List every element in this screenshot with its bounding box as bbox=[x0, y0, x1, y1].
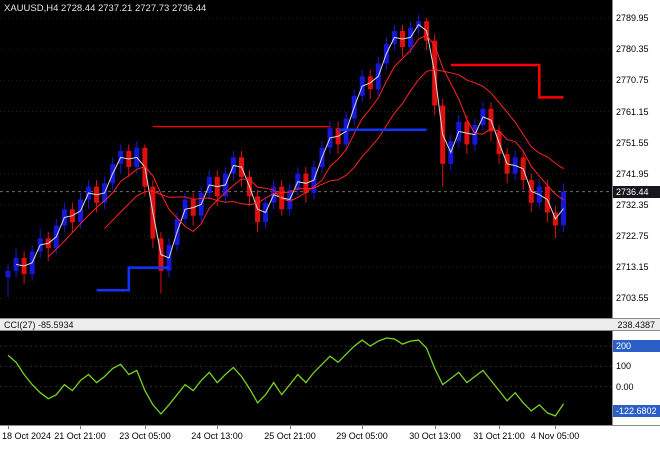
time-axis[interactable]: 18 Oct 2024 21 Oct 21:00 23 Oct 05:00 24 Oc… bbox=[0, 425, 660, 450]
time-axis-label: 31 Oct 21:00 bbox=[473, 431, 525, 441]
candle-body bbox=[5, 270, 11, 278]
price-axis-label: 2770.75 bbox=[616, 75, 649, 85]
ma-red-slow-line bbox=[104, 69, 564, 229]
price-axis-label: 2703.55 bbox=[616, 293, 649, 303]
time-axis-label: 18 Oct 2024 bbox=[2, 431, 52, 441]
time-axis-tick bbox=[435, 426, 436, 429]
cci-indicator-pane[interactable] bbox=[0, 331, 612, 425]
time-axis-label: 30 Oct 13:00 bbox=[409, 431, 461, 441]
time-axis-tick bbox=[80, 426, 81, 429]
cci-line bbox=[7, 337, 565, 417]
time-axis-label: 21 Oct 21:00 bbox=[54, 431, 106, 441]
cci-axis-label: 100 bbox=[616, 361, 632, 371]
blue-step-line bbox=[96, 266, 169, 292]
candles-series bbox=[5, 14, 566, 297]
red-step-line bbox=[450, 63, 564, 99]
chart-title: XAUUSD,H4 2728.44 2737.21 2727.73 2736.4… bbox=[4, 3, 207, 14]
ma-white-line bbox=[16, 23, 564, 267]
price-axis[interactable]: 2789.95 2780.35 2770.75 2761.15 2751.55 2741.… bbox=[612, 0, 660, 425]
time-axis-tick bbox=[217, 426, 218, 429]
time-axis-label: 24 Oct 13:00 bbox=[191, 431, 243, 441]
time-axis-label: 25 Oct 21:00 bbox=[264, 431, 316, 441]
time-axis-tick bbox=[362, 426, 363, 429]
time-axis-label: 29 Oct 05:00 bbox=[336, 431, 388, 441]
price-axis-label: 2732.35 bbox=[616, 200, 649, 210]
price-axis-label: 2751.55 bbox=[616, 138, 649, 148]
time-axis-tick bbox=[8, 426, 9, 429]
cci-indicator-canvas[interactable] bbox=[0, 331, 612, 425]
time-axis-label: 23 Oct 05:00 bbox=[119, 431, 171, 441]
cci-axis-label: 0.00 bbox=[616, 382, 634, 392]
current-price-badge: 2736.44 bbox=[613, 186, 660, 198]
time-axis-tick bbox=[499, 426, 500, 429]
cci-max-scale-label: 238.4387 bbox=[617, 320, 655, 330]
time-axis-tick bbox=[145, 426, 146, 429]
price-axis-label: 2713.15 bbox=[616, 262, 649, 272]
ma-red-fast-line bbox=[47, 34, 564, 258]
time-axis-tick bbox=[555, 426, 556, 429]
price-axis-label: 2761.15 bbox=[616, 107, 649, 117]
time-axis-label: 4 Nov 05:00 bbox=[530, 431, 580, 441]
cci-axis-badge: 200 bbox=[613, 340, 660, 352]
cci-indicator-label: CCI(27) -85.5934 bbox=[4, 320, 74, 330]
indicator-separator[interactable]: CCI(27) -85.5934 238.4387 bbox=[0, 318, 660, 331]
time-axis-tick bbox=[290, 426, 291, 429]
price-axis-label: 2741.95 bbox=[616, 169, 649, 179]
price-chart-canvas[interactable] bbox=[0, 0, 612, 318]
price-chart-pane[interactable]: XAUUSD,H4 2728.44 2737.21 2727.73 2736.4… bbox=[0, 0, 612, 318]
price-axis-label: 2780.35 bbox=[616, 44, 649, 54]
price-axis-label: 2722.75 bbox=[616, 231, 649, 241]
price-axis-label: 2789.95 bbox=[616, 13, 649, 23]
cci-axis-badge: -122.6802 bbox=[613, 405, 660, 417]
